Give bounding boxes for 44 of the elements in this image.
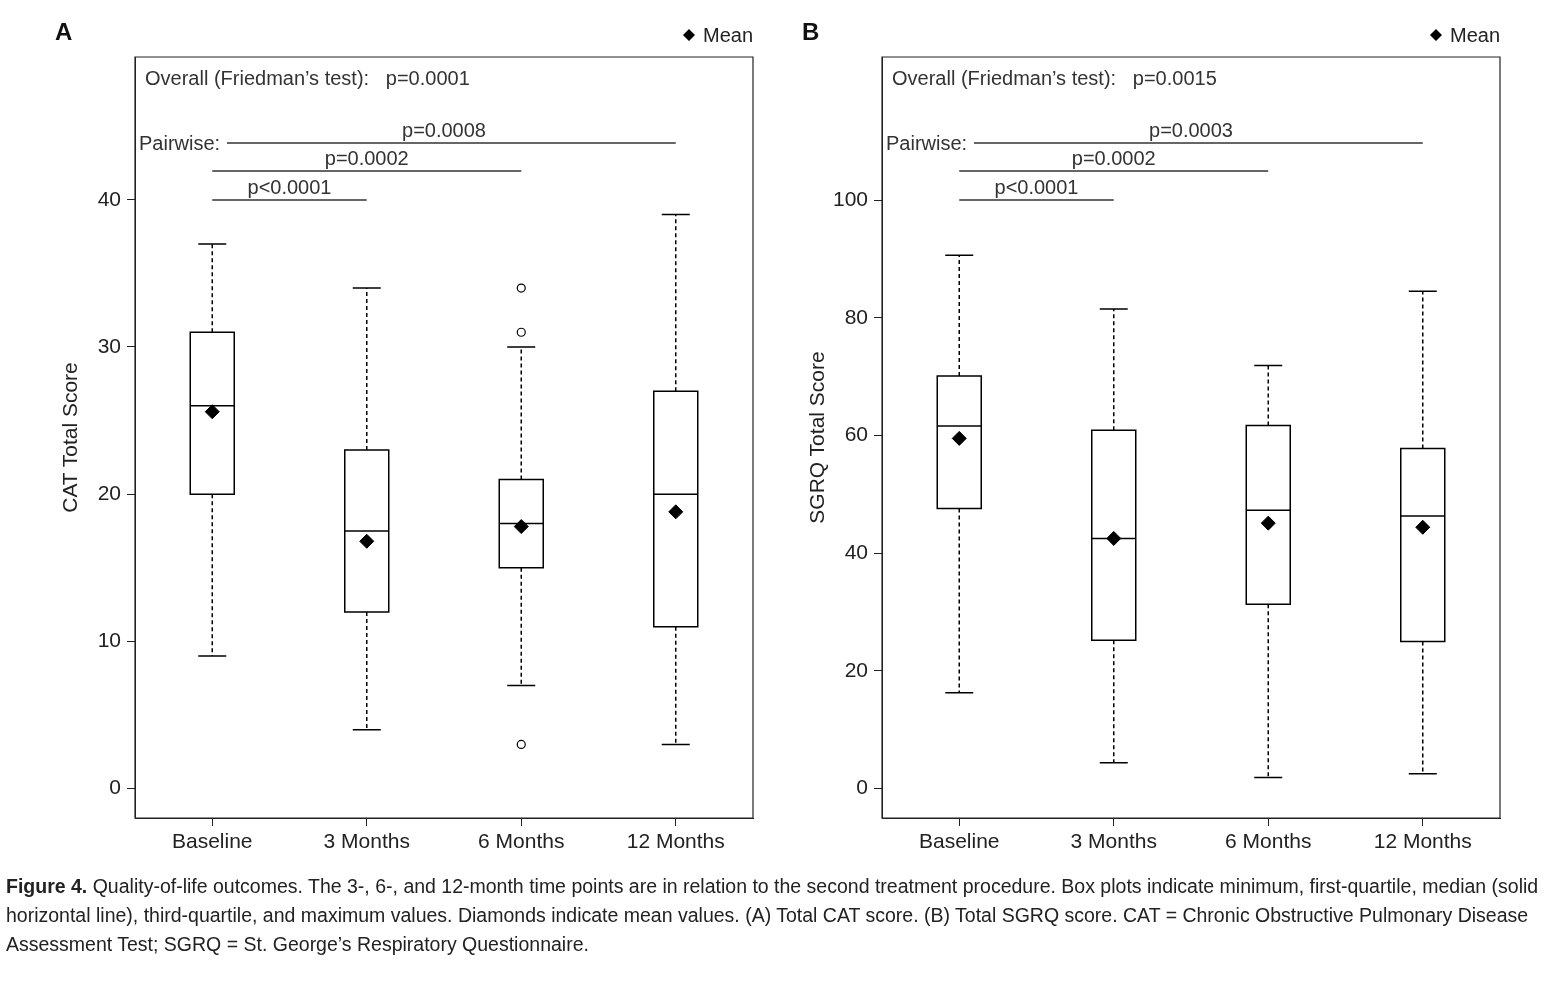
x-tick-label: 12 Months <box>626 829 725 853</box>
annotation: Overall (Friedman’s test): p=0.0001 <box>145 67 470 89</box>
point <box>513 519 529 535</box>
annotation: Pairwise: <box>886 132 968 154</box>
legend-label: Mean <box>702 24 753 46</box>
x-tick-label: 6 Months <box>478 829 565 853</box>
point <box>1415 519 1431 535</box>
y-tick-label: 30 <box>97 333 121 357</box>
point <box>204 404 220 420</box>
point <box>668 504 684 520</box>
legend-label: Mean <box>1449 24 1500 46</box>
x-tick-label: Baseline <box>171 829 253 853</box>
x-tick-label: 3 Months <box>1070 829 1157 853</box>
y-tick-label: 20 <box>844 657 868 681</box>
chart-title: A <box>55 18 73 45</box>
y-axis-title: CAT Total Score <box>58 362 82 513</box>
annotation: p<0.0001 <box>994 176 1079 198</box>
y-tick-label: 40 <box>844 539 868 563</box>
y-tick-label: 40 <box>97 186 121 210</box>
y-tick-label: 0 <box>856 775 868 799</box>
annotation: p=0.0003 <box>1149 119 1233 141</box>
y-tick-label: 60 <box>844 422 868 446</box>
point <box>951 430 967 446</box>
y-tick-label: 0 <box>109 775 121 799</box>
point <box>359 533 375 549</box>
caption: Figure 4. Quality-of-life outcomes. The 3-, 6-, and 12-month time points are in relation to the second treatment procedure. Box plots indicate minimum, first-quartile, median (solid horizontal line), third-quartile, and maximum values. Diamonds indicate mean values. (A) Total CAT score. (B) Total SGRQ score. CAT = Chronic Obstructive Pulmonary Disease Assessment Test; SGRQ = St. George’s Respiratory Questionnaire. <box>6 874 1540 957</box>
x-tick-label: 12 Months <box>1373 829 1472 853</box>
annotation: p=0.0008 <box>402 119 486 141</box>
x-tick-label: Baseline <box>918 829 1000 853</box>
point <box>1106 530 1122 546</box>
annotation: p<0.0001 <box>247 176 332 198</box>
chart-title: B <box>802 18 820 45</box>
y-tick-label: 80 <box>844 304 868 328</box>
point <box>1260 515 1276 531</box>
y-tick-label: 10 <box>97 628 121 652</box>
y-tick-label: 20 <box>97 480 121 504</box>
annotation: Overall (Friedman’s test): p=0.0015 <box>892 67 1217 89</box>
y-tick-label: 100 <box>832 186 868 210</box>
y-axis-title: SGRQ Total Score <box>805 351 829 524</box>
annotation: p=0.0002 <box>324 147 409 169</box>
x-tick-label: 3 Months <box>323 829 410 853</box>
annotation: p=0.0002 <box>1071 147 1156 169</box>
x-tick-label: 6 Months <box>1225 829 1312 853</box>
annotation: Pairwise: <box>139 132 221 154</box>
